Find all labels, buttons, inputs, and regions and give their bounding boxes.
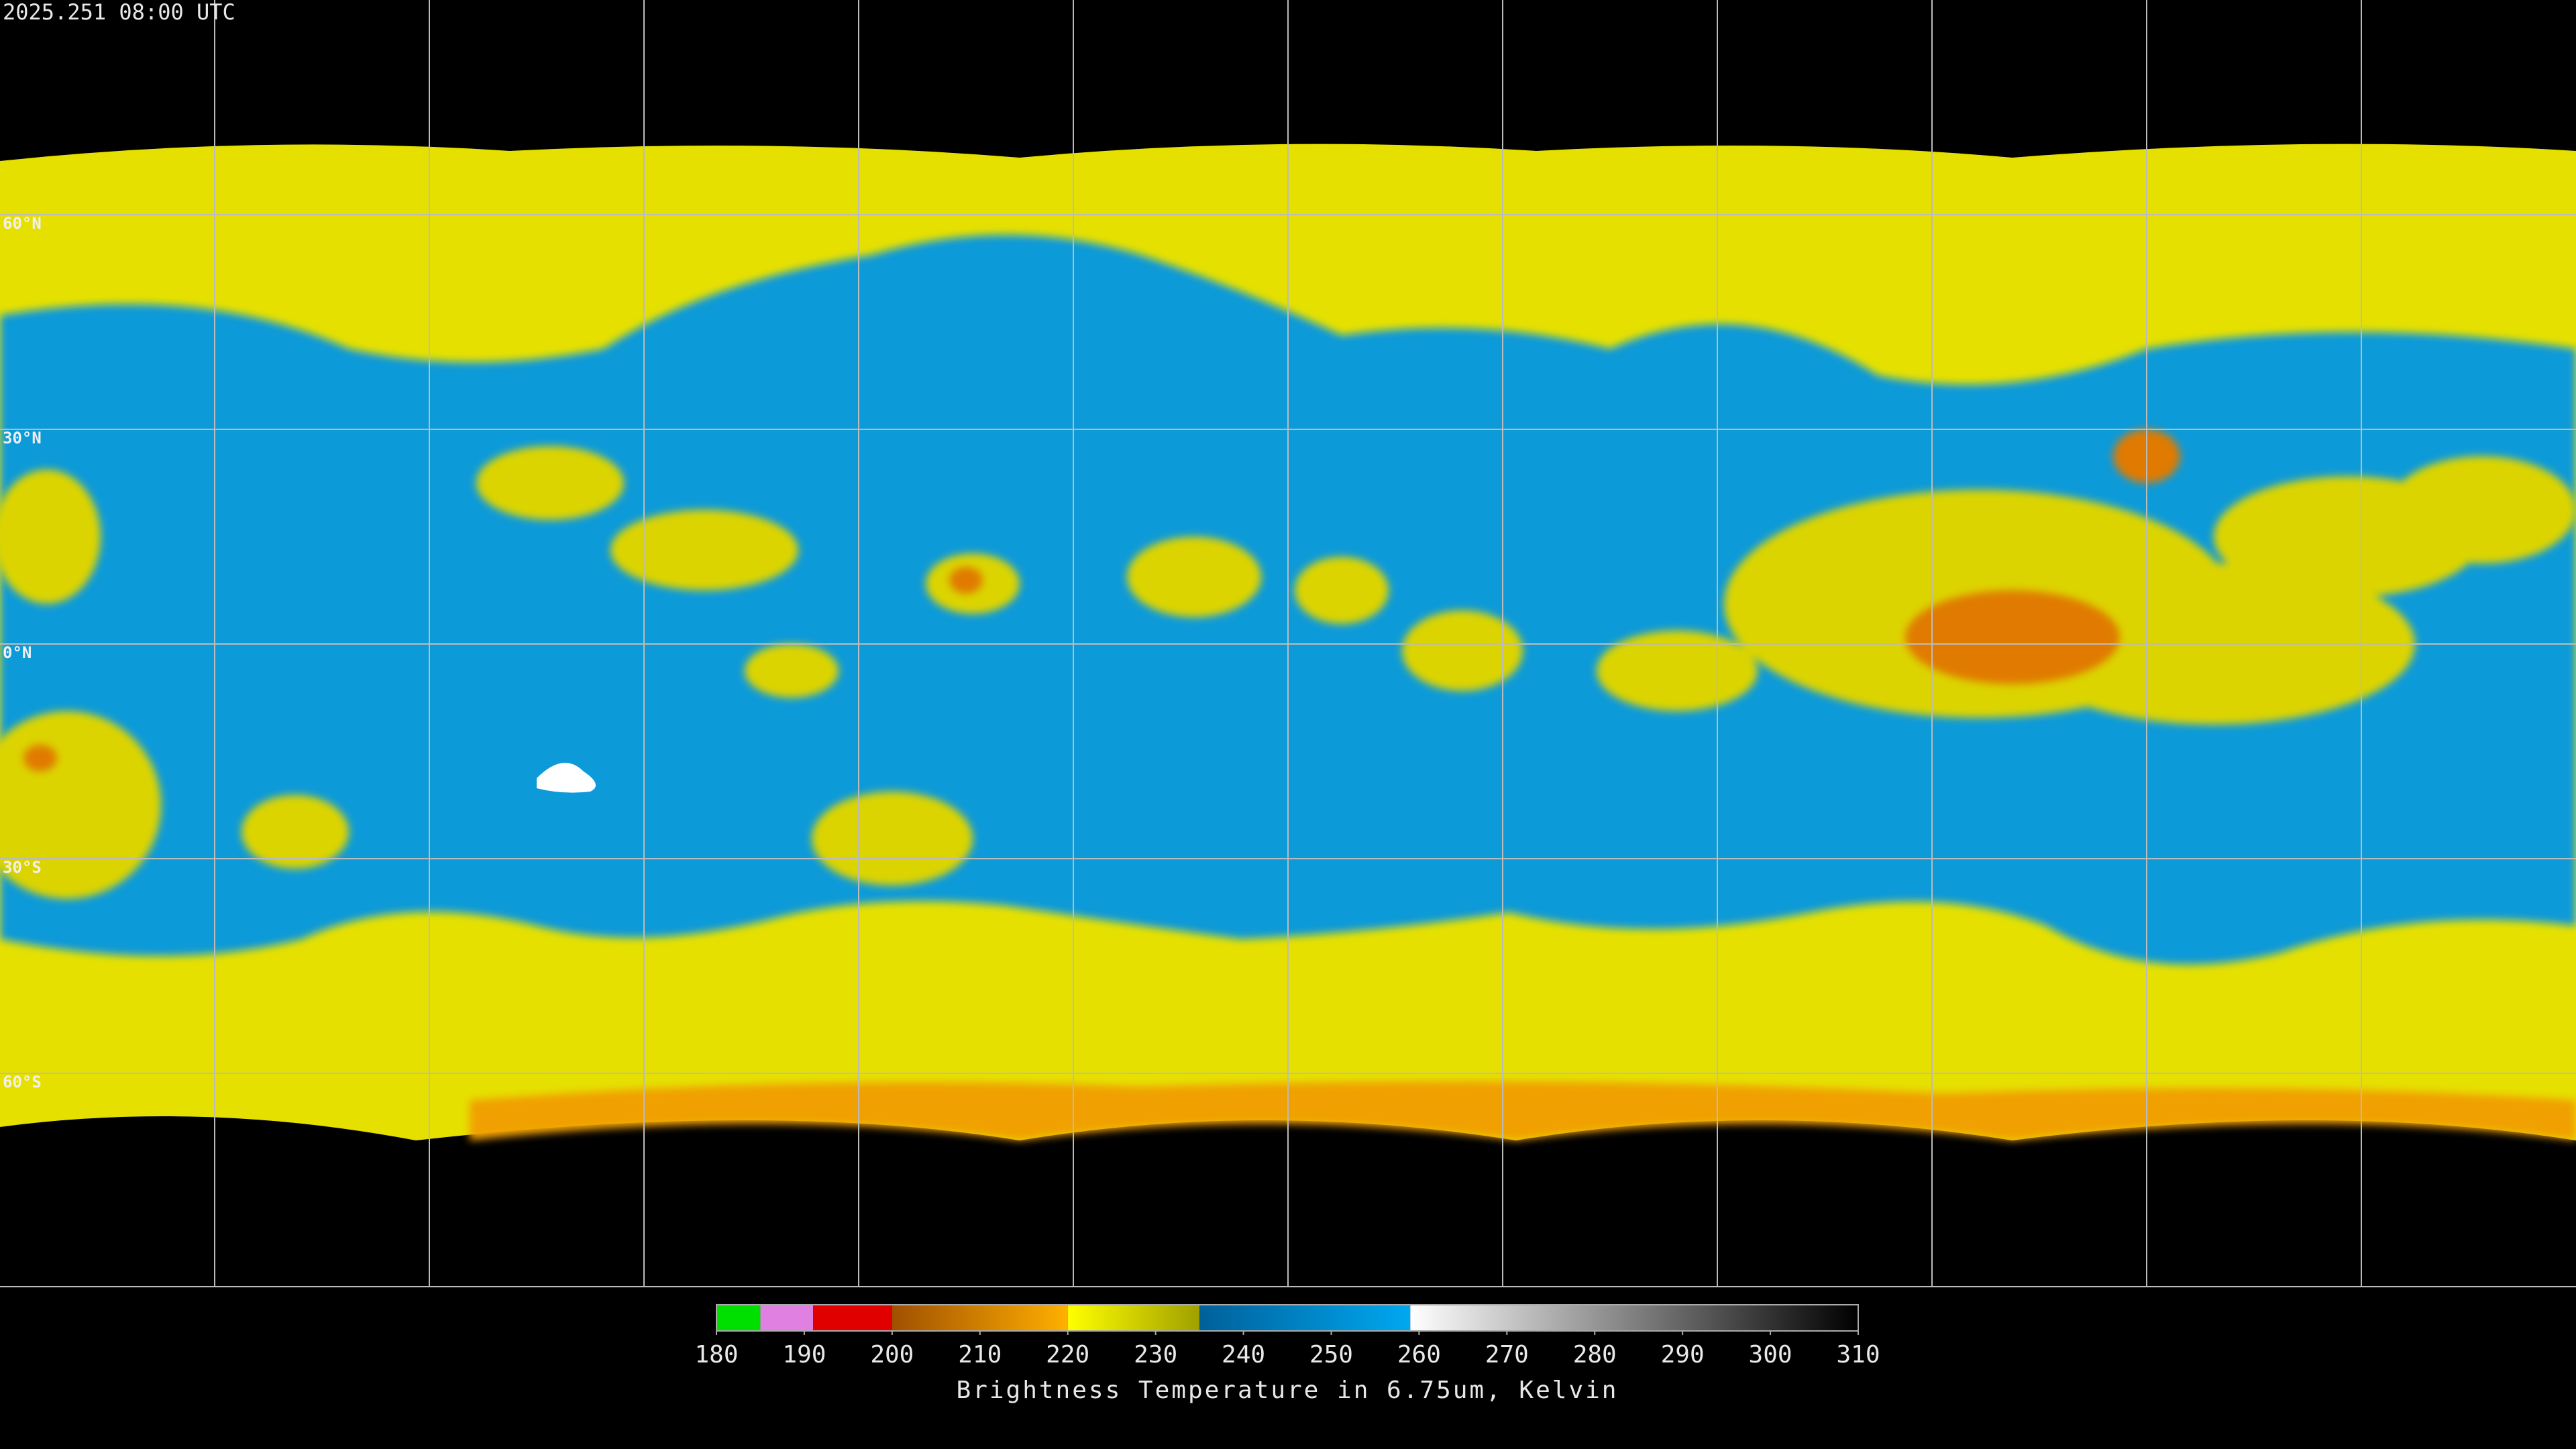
antarctic-warm-strip [470, 1081, 2576, 1140]
lat-label: 0°N [3, 643, 32, 662]
colorbar-tick-label: 180 [694, 1341, 738, 1368]
lat-label: 30°N [3, 429, 42, 447]
colorbar-segment [1199, 1305, 1411, 1331]
colorbar-segment [1067, 1305, 1200, 1331]
colorbar-title: Brightness Temperature in 6.75um, Kelvin [957, 1377, 1619, 1404]
lat-label: 30°S [3, 858, 42, 877]
colorbar: 180 190 200 210 220 230 240 250 260 270 280 290 300 3… [694, 1304, 1880, 1368]
colorbar-tick-label: 250 [1309, 1341, 1353, 1368]
colorbar-tick-label: 230 [1134, 1341, 1177, 1368]
colorbar-tick-label: 290 [1661, 1341, 1705, 1368]
colorbar-tick-label: 220 [1046, 1341, 1089, 1368]
graticule: 60°N 30°N 0°N 30°S 60°S [0, 0, 2576, 1287]
colorbar-tick-label: 200 [870, 1341, 914, 1368]
colorbar-tick-label: 270 [1485, 1341, 1529, 1368]
lat-label: 60°N [3, 214, 42, 233]
lat-label: 60°S [3, 1073, 42, 1091]
timestamp: 2025.251 08:00 UTC [3, 0, 235, 25]
white-patch [537, 763, 596, 793]
colorbar-tick-label: 210 [958, 1341, 1002, 1368]
colorbar-tick-label: 300 [1749, 1341, 1792, 1368]
colorbar-segment [1410, 1305, 1858, 1331]
colorbar-tick-label: 260 [1397, 1341, 1441, 1368]
colorbar-segment [760, 1305, 814, 1331]
colorbar-tick-label: 310 [1836, 1341, 1880, 1368]
colorbar-tick-label: 280 [1573, 1341, 1617, 1368]
colorbar-tick-label: 190 [782, 1341, 826, 1368]
colorbar-tick-label: 240 [1222, 1341, 1265, 1368]
colorbar-frame [716, 1304, 1859, 1332]
colorbar-segment [892, 1305, 1068, 1331]
colorbar-segment [813, 1305, 892, 1331]
colorbar-segment [716, 1305, 761, 1331]
